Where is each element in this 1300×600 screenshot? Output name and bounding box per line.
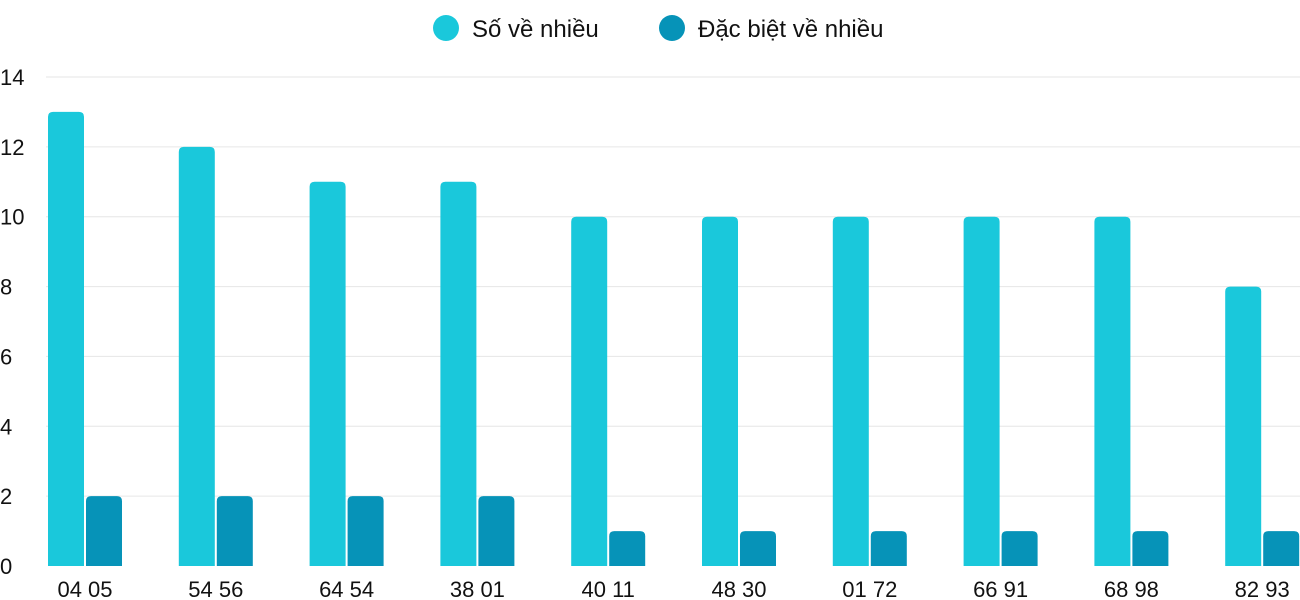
y-axis-labels: 0 2 4 6 8 10 12 14: [0, 65, 24, 579]
bar-dac-biet-ve-nhieu: [478, 496, 515, 566]
y-tick-label: 2: [0, 484, 12, 509]
y-tick-label: 12: [0, 135, 24, 160]
x-tick-label: 54 56: [188, 577, 243, 600]
x-tick-label: 01 72: [842, 577, 897, 600]
legend-label-so-ve-nhieu: Số về nhiều: [472, 16, 599, 43]
x-tick-label: 04 05: [57, 577, 112, 600]
bar-dac-biet-ve-nhieu: [740, 531, 776, 566]
bar-dac-biet-ve-nhieu: [216, 496, 253, 566]
legend: Số về nhiều Đặc biệt về nhiều: [433, 15, 883, 43]
bar-dac-biet-ve-nhieu: [870, 531, 907, 566]
bar-so-ve-nhieu: [1094, 216, 1131, 566]
bar-so-ve-nhieu: [440, 181, 477, 567]
bar-dac-biet-ve-nhieu: [86, 496, 122, 566]
bar-so-ve-nhieu: [178, 146, 215, 566]
bar-dac-biet-ve-nhieu: [1263, 531, 1300, 566]
y-tick-label: 14: [0, 65, 24, 90]
bars: [48, 111, 1300, 567]
x-tick-label: 64 54: [319, 577, 374, 600]
bar-dac-biet-ve-nhieu: [609, 531, 646, 566]
bar-so-ve-nhieu: [48, 111, 84, 566]
y-tick-label: 8: [0, 275, 12, 300]
gridlines: [46, 76, 1300, 497]
y-tick-label: 4: [0, 414, 12, 439]
x-tick-label: 68 98: [1104, 577, 1159, 600]
y-tick-label: 6: [0, 344, 12, 369]
x-tick-label: 66 91: [973, 577, 1028, 600]
bar-dac-biet-ve-nhieu: [347, 496, 384, 566]
bar-dac-biet-ve-nhieu: [1132, 531, 1169, 566]
bar-so-ve-nhieu: [702, 216, 738, 566]
bar-so-ve-nhieu: [832, 216, 869, 566]
bar-so-ve-nhieu: [571, 216, 608, 566]
x-axis-labels: 04 05 54 56 64 54 38 01 40 11 48 30 01 72 66 91…: [57, 577, 1289, 600]
bar-dac-biet-ve-nhieu: [1001, 531, 1038, 566]
x-tick-label: 38 01: [450, 577, 505, 600]
y-tick-label: 0: [0, 554, 12, 579]
x-tick-label: 48 30: [711, 577, 766, 600]
x-tick-label: 82 93: [1235, 577, 1290, 600]
x-tick-label: 40 11: [581, 577, 634, 600]
bar-so-ve-nhieu: [963, 216, 1000, 566]
legend-swatch-dac-biet-ve-nhieu: [659, 15, 685, 41]
y-tick-label: 10: [0, 205, 24, 230]
bar-so-ve-nhieu: [309, 181, 346, 567]
legend-label-dac-biet-ve-nhieu: Đặc biệt về nhiều: [698, 16, 883, 43]
bar-so-ve-nhieu: [1225, 286, 1262, 566]
legend-swatch-so-ve-nhieu: [433, 15, 459, 41]
